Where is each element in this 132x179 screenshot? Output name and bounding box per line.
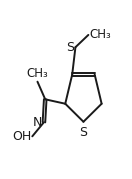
Text: CH₃: CH₃: [27, 67, 48, 80]
Text: S: S: [66, 41, 74, 54]
Text: OH: OH: [12, 130, 31, 143]
Text: S: S: [79, 126, 87, 139]
Text: N: N: [33, 116, 42, 129]
Text: CH₃: CH₃: [90, 28, 111, 41]
